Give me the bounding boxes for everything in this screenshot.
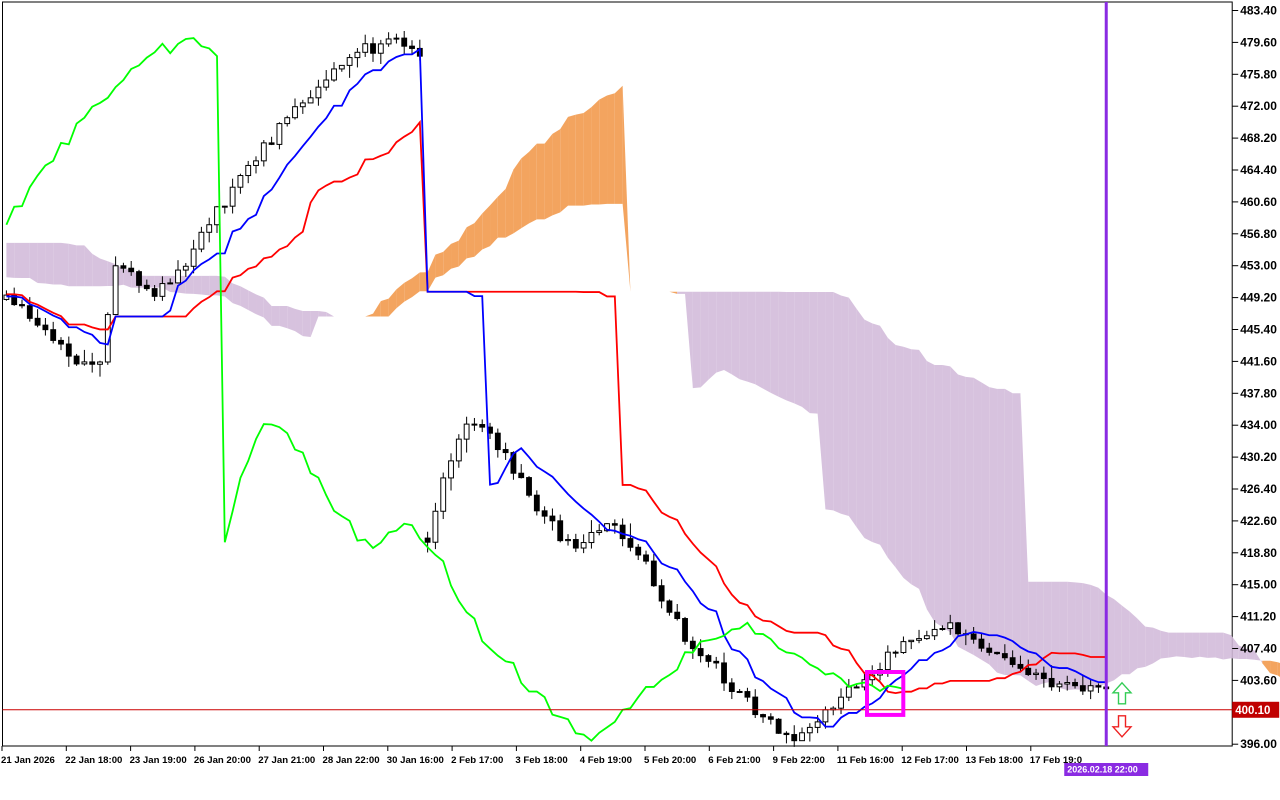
svg-text:445.40: 445.40 [1240,323,1277,337]
svg-text:415.00: 415.00 [1240,578,1277,592]
svg-text:13 Feb 18:00: 13 Feb 18:00 [966,755,1024,766]
svg-text:453.00: 453.00 [1240,259,1277,273]
svg-text:441.60: 441.60 [1240,354,1277,368]
svg-text:27 Jan 21:00: 27 Jan 21:00 [258,755,315,766]
svg-text:456.80: 456.80 [1240,227,1277,241]
svg-text:3 Feb 18:00: 3 Feb 18:00 [515,755,567,766]
svg-text:403.60: 403.60 [1240,673,1277,687]
svg-text:11 Feb 16:00: 11 Feb 16:00 [837,755,894,766]
svg-text:434.00: 434.00 [1240,418,1277,432]
svg-text:30 Jan 16:00: 30 Jan 16:00 [387,755,444,766]
svg-text:437.80: 437.80 [1240,386,1277,400]
svg-text:411.20: 411.20 [1240,610,1276,624]
svg-text:2026.02.18 22:00: 2026.02.18 22:00 [1067,765,1138,775]
svg-text:9 Feb 22:00: 9 Feb 22:00 [773,755,825,766]
svg-text:426.40: 426.40 [1240,482,1277,496]
svg-text:464.40: 464.40 [1240,163,1277,177]
svg-text:28 Jan 22:00: 28 Jan 22:00 [323,755,380,766]
svg-text:430.20: 430.20 [1240,450,1277,464]
svg-text:422.60: 422.60 [1240,514,1277,528]
svg-text:460.60: 460.60 [1240,195,1277,209]
svg-text:396.00: 396.00 [1240,737,1277,751]
svg-text:418.80: 418.80 [1240,546,1277,560]
svg-text:407.40: 407.40 [1240,642,1277,656]
svg-text:5 Feb 20:00: 5 Feb 20:00 [644,755,696,766]
svg-text:479.60: 479.60 [1240,35,1277,49]
svg-text:4 Feb 19:00: 4 Feb 19:00 [580,755,632,766]
svg-text:475.80: 475.80 [1240,67,1277,81]
svg-text:449.20: 449.20 [1240,291,1277,305]
svg-text:21 Jan 2026: 21 Jan 2026 [1,755,55,766]
svg-text:483.40: 483.40 [1240,4,1277,18]
svg-text:2 Feb 17:00: 2 Feb 17:00 [451,755,503,766]
svg-text:23 Jan 19:00: 23 Jan 19:00 [130,755,187,766]
svg-text:6 Feb 21:00: 6 Feb 21:00 [708,755,760,766]
svg-text:22 Jan 18:00: 22 Jan 18:00 [65,755,122,766]
svg-text:468.20: 468.20 [1240,131,1277,145]
svg-text:400.10: 400.10 [1235,705,1270,717]
svg-text:472.00: 472.00 [1240,99,1277,113]
svg-text:26 Jan 20:00: 26 Jan 20:00 [194,755,251,766]
svg-text:12 Feb 17:00: 12 Feb 17:00 [901,755,959,766]
